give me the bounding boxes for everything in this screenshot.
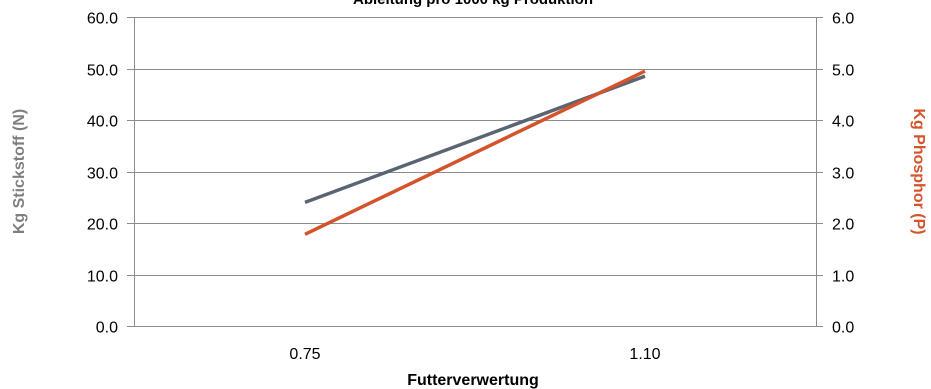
right-y-tick-labels: 0.0 1.0 2.0 3.0 4.0 5.0 6.0 [832, 11, 854, 337]
left-y-tick-label: 60.0 [87, 11, 118, 28]
grid-lines [134, 17, 816, 327]
left-y-tick-labels: 0.0 10.0 20.0 30.0 40.0 50.0 60.0 [87, 11, 118, 337]
left-y-tick-label: 20.0 [87, 217, 118, 234]
right-y-tick-label: 5.0 [832, 63, 854, 80]
left-y-tick-label: 10.0 [87, 269, 118, 286]
right-y-tick-label: 6.0 [832, 11, 854, 28]
left-y-tick-label: 40.0 [87, 114, 118, 131]
series-lines [304, 69, 646, 236]
x-axis-title: Futterverwertung [407, 372, 539, 389]
x-tick-label: 0.75 [289, 346, 320, 363]
left-y-tick-label: 50.0 [87, 63, 118, 80]
x-tick-label: 1.10 [629, 346, 660, 363]
right-y-tick-label: 4.0 [832, 114, 854, 131]
x-tick-labels: 0.75 1.10 [289, 346, 660, 363]
series-line-2 [304, 69, 646, 236]
right-y-tick-label: 3.0 [832, 166, 854, 183]
right-y-axis-title: Kg Phosphor (P) [910, 108, 927, 234]
chart-title: Ableitung pro 1000 kg Produktion [353, 0, 593, 8]
axes [127, 17, 823, 327]
left-y-tick-label: 0.0 [96, 320, 118, 337]
right-y-tick-label: 1.0 [832, 269, 854, 286]
right-y-tick-label: 2.0 [832, 217, 854, 234]
left-y-tick-label: 30.0 [87, 166, 118, 183]
right-y-tick-label: 0.0 [832, 320, 854, 337]
left-y-axis-title: Kg Stickstoff (N) [11, 109, 28, 234]
